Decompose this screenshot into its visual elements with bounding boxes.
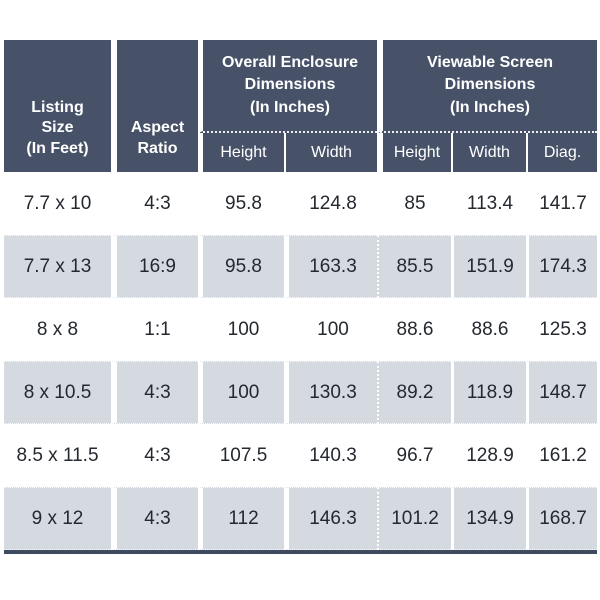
- table-row: 8 x 10.5 4:3 100 130.3 89.2 118.9 148.7: [4, 361, 597, 424]
- cell-enclosure-width: 130.3: [284, 361, 377, 424]
- header-group-row: Listing Size (In Feet) Aspect Ratio Over…: [4, 40, 597, 172]
- cell-screen-height: 96.7: [377, 424, 451, 487]
- cell-screen-width: 118.9: [451, 361, 526, 424]
- subheader-viewable-width: Width: [451, 133, 526, 172]
- cell-screen-height: 101.2: [377, 487, 451, 550]
- cell-screen-diag: 174.3: [526, 235, 597, 298]
- cell-aspect-ratio: 4:3: [111, 487, 198, 550]
- cell-enclosure-width: 124.8: [284, 172, 377, 235]
- cell-listing-size: 7.7 x 10: [4, 172, 111, 235]
- group-header-overall-enclosure: Overall Enclosure Dimensions (In Inches): [198, 40, 377, 133]
- subheader-overall-width: Width: [284, 133, 377, 172]
- cell-aspect-ratio: 4:3: [111, 424, 198, 487]
- cell-screen-width: 128.9: [451, 424, 526, 487]
- cell-screen-height: 85: [377, 172, 451, 235]
- cell-screen-diag: 148.7: [526, 361, 597, 424]
- cell-listing-size: 7.7 x 13: [4, 235, 111, 298]
- cell-screen-width: 113.4: [451, 172, 526, 235]
- cell-enclosure-width: 146.3: [284, 487, 377, 550]
- cell-screen-width: 151.9: [451, 235, 526, 298]
- header-sub-row: Height Width Height Width Diag.: [4, 133, 597, 172]
- cell-screen-height: 89.2: [377, 361, 451, 424]
- cell-aspect-ratio: 4:3: [111, 172, 198, 235]
- cell-listing-size: 8 x 8: [4, 298, 111, 361]
- cell-enclosure-width: 140.3: [284, 424, 377, 487]
- cell-listing-size: 8.5 x 11.5: [4, 424, 111, 487]
- table-row: 9 x 12 4:3 112 146.3 101.2 134.9 168.7: [4, 487, 597, 550]
- cell-enclosure-height: 95.8: [198, 235, 284, 298]
- cell-screen-diag: 125.3: [526, 298, 597, 361]
- cell-screen-height: 85.5: [377, 235, 451, 298]
- cell-enclosure-height: 100: [198, 298, 284, 361]
- cell-screen-width: 88.6: [451, 298, 526, 361]
- cell-aspect-ratio: 1:1: [111, 298, 198, 361]
- cell-enclosure-height: 100: [198, 361, 284, 424]
- cell-screen-diag: 141.7: [526, 172, 597, 235]
- cell-screen-width: 134.9: [451, 487, 526, 550]
- subheader-viewable-height: Height: [377, 133, 451, 172]
- cell-screen-diag: 168.7: [526, 487, 597, 550]
- table-row: 8 x 8 1:1 100 100 88.6 88.6 125.3: [4, 298, 597, 361]
- screen-size-spec-table: Listing Size (In Feet) Aspect Ratio Over…: [4, 40, 597, 554]
- cell-screen-diag: 161.2: [526, 424, 597, 487]
- subheader-viewable-diag: Diag.: [526, 133, 597, 172]
- cell-enclosure-width: 163.3: [284, 235, 377, 298]
- cell-aspect-ratio: 16:9: [111, 235, 198, 298]
- col-header-listing-size: Listing Size (In Feet): [4, 40, 111, 172]
- col-header-aspect-ratio: Aspect Ratio: [111, 40, 198, 172]
- subheader-overall-height: Height: [198, 133, 284, 172]
- screen-size-spec-table-container: Listing Size (In Feet) Aspect Ratio Over…: [4, 40, 597, 554]
- cell-screen-height: 88.6: [377, 298, 451, 361]
- cell-enclosure-height: 95.8: [198, 172, 284, 235]
- group-header-viewable-screen: Viewable Screen Dimensions (In Inches): [377, 40, 597, 133]
- cell-enclosure-width: 100: [284, 298, 377, 361]
- table-row: 8.5 x 11.5 4:3 107.5 140.3 96.7 128.9 16…: [4, 424, 597, 487]
- table-row: 7.7 x 10 4:3 95.8 124.8 85 113.4 141.7: [4, 172, 597, 235]
- cell-listing-size: 9 x 12: [4, 487, 111, 550]
- cell-enclosure-height: 107.5: [198, 424, 284, 487]
- cell-aspect-ratio: 4:3: [111, 361, 198, 424]
- cell-enclosure-height: 112: [198, 487, 284, 550]
- cell-listing-size: 8 x 10.5: [4, 361, 111, 424]
- table-row: 7.7 x 13 16:9 95.8 163.3 85.5 151.9 174.…: [4, 235, 597, 298]
